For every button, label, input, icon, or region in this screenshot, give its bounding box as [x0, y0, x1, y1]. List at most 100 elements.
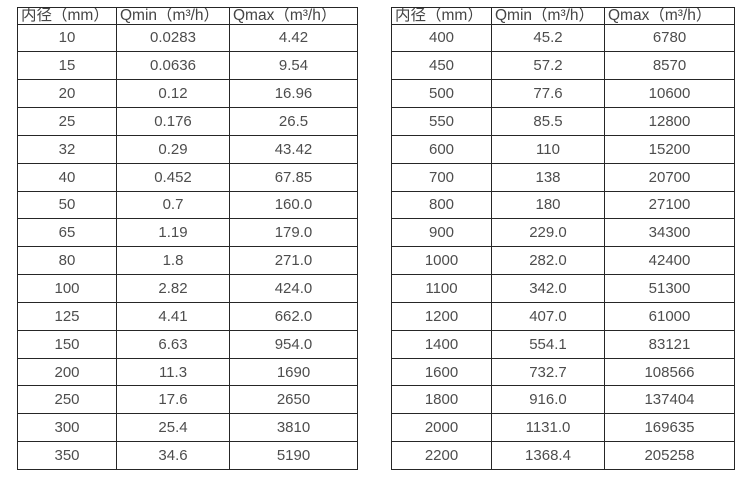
cell-qmin: 2.82: [116, 274, 230, 303]
cell-qmin: 1.19: [116, 218, 230, 248]
cell-diameter: 550: [391, 107, 492, 136]
cell-qmin: 11.3: [116, 357, 230, 387]
cell-qmax: 43.42: [229, 134, 358, 164]
cell-diameter: 1200: [391, 301, 492, 331]
column-header-diameter: 内径（mm）: [391, 7, 492, 25]
cell-diameter: 150: [17, 329, 117, 359]
cell-qmax: 42400: [604, 246, 735, 276]
cell-diameter: 125: [17, 301, 117, 331]
flow-table-large-diameter: 内径（mm） Qmin（m³/h） Qmax（m³/h） 400 45.2 6780 450…: [391, 7, 735, 470]
cell-qmax: 51300: [604, 274, 735, 303]
table-row: 550 85.5 12800: [391, 107, 735, 136]
cell-diameter: 10: [17, 23, 117, 53]
cell-qmax: 179.0: [229, 218, 358, 248]
table-row: 500 77.6 10600: [391, 79, 735, 109]
cell-diameter: 1400: [391, 329, 492, 359]
table-row: 1800 916.0 137404: [391, 385, 735, 415]
cell-diameter: 25: [17, 107, 117, 136]
cell-qmin: 732.7: [491, 357, 605, 387]
cell-qmax: 137404: [604, 385, 735, 415]
table-row: 450 57.2 8570: [391, 51, 735, 81]
cell-diameter: 350: [17, 441, 117, 470]
cell-qmin: 110: [491, 134, 605, 164]
cell-diameter: 200: [17, 357, 117, 387]
flow-table-small-diameter: 内径（mm） Qmin（m³/h） Qmax（m³/h） 10 0.0283 4.42 15…: [17, 7, 358, 470]
cell-qmin: 0.452: [116, 162, 230, 192]
cell-qmax: 20700: [604, 162, 735, 192]
cell-diameter: 500: [391, 79, 492, 109]
cell-qmin: 180: [491, 190, 605, 220]
header-row: 内径（mm） Qmin（m³/h） Qmax（m³/h）: [391, 7, 735, 25]
cell-qmin: 4.41: [116, 301, 230, 331]
column-header-qmin: Qmin（m³/h）: [116, 7, 230, 25]
cell-diameter: 2200: [391, 441, 492, 470]
cell-qmin: 34.6: [116, 441, 230, 470]
cell-diameter: 1800: [391, 385, 492, 415]
table-row: 50 0.7 160.0: [17, 190, 358, 220]
table-row: 20 0.12 16.96: [17, 79, 358, 109]
table-row: 2200 1368.4 205258: [391, 441, 735, 470]
cell-qmax: 271.0: [229, 246, 358, 276]
cell-qmax: 205258: [604, 441, 735, 470]
header-row: 内径（mm） Qmin（m³/h） Qmax（m³/h）: [17, 7, 358, 25]
cell-diameter: 1600: [391, 357, 492, 387]
cell-qmin: 85.5: [491, 107, 605, 136]
cell-qmax: 160.0: [229, 190, 358, 220]
cell-qmin: 282.0: [491, 246, 605, 276]
cell-qmax: 83121: [604, 329, 735, 359]
cell-qmax: 34300: [604, 218, 735, 248]
table-row: 150 6.63 954.0: [17, 329, 358, 359]
cell-qmax: 3810: [229, 413, 358, 443]
table-row: 15 0.0636 9.54: [17, 51, 358, 81]
cell-diameter: 250: [17, 385, 117, 415]
cell-diameter: 65: [17, 218, 117, 248]
table-row: 125 4.41 662.0: [17, 301, 358, 331]
table-row: 1600 732.7 108566: [391, 357, 735, 387]
cell-qmin: 1368.4: [491, 441, 605, 470]
table-row: 1400 554.1 83121: [391, 329, 735, 359]
cell-qmin: 0.29: [116, 134, 230, 164]
table-row: 700 138 20700: [391, 162, 735, 192]
cell-diameter: 900: [391, 218, 492, 248]
cell-qmin: 57.2: [491, 51, 605, 81]
cell-diameter: 300: [17, 413, 117, 443]
cell-qmax: 6780: [604, 23, 735, 53]
cell-qmin: 1.8: [116, 246, 230, 276]
table-row: 1200 407.0 61000: [391, 301, 735, 331]
cell-diameter: 40: [17, 162, 117, 192]
table-row: 1100 342.0 51300: [391, 274, 735, 303]
cell-qmax: 61000: [604, 301, 735, 331]
cell-qmax: 4.42: [229, 23, 358, 53]
table-row: 40 0.452 67.85: [17, 162, 358, 192]
cell-diameter: 1100: [391, 274, 492, 303]
cell-diameter: 450: [391, 51, 492, 81]
cell-diameter: 100: [17, 274, 117, 303]
column-header-qmin: Qmin（m³/h）: [491, 7, 605, 25]
cell-qmin: 1131.0: [491, 413, 605, 443]
table-row: 80 1.8 271.0: [17, 246, 358, 276]
table-row: 1000 282.0 42400: [391, 246, 735, 276]
cell-diameter: 600: [391, 134, 492, 164]
cell-qmax: 1690: [229, 357, 358, 387]
column-header-diameter: 内径（mm）: [17, 7, 117, 25]
table-row: 800 180 27100: [391, 190, 735, 220]
cell-qmin: 0.176: [116, 107, 230, 136]
table-row: 300 25.4 3810: [17, 413, 358, 443]
cell-qmin: 45.2: [491, 23, 605, 53]
cell-qmax: 169635: [604, 413, 735, 443]
cell-qmin: 407.0: [491, 301, 605, 331]
cell-qmin: 17.6: [116, 385, 230, 415]
table-row: 25 0.176 26.5: [17, 107, 358, 136]
cell-qmin: 0.0636: [116, 51, 230, 81]
cell-diameter: 800: [391, 190, 492, 220]
cell-diameter: 1000: [391, 246, 492, 276]
cell-qmin: 229.0: [491, 218, 605, 248]
cell-qmax: 16.96: [229, 79, 358, 109]
cell-qmax: 2650: [229, 385, 358, 415]
cell-diameter: 15: [17, 51, 117, 81]
cell-qmin: 342.0: [491, 274, 605, 303]
table-row: 10 0.0283 4.42: [17, 23, 358, 53]
table-row: 2000 1131.0 169635: [391, 413, 735, 443]
cell-diameter: 80: [17, 246, 117, 276]
